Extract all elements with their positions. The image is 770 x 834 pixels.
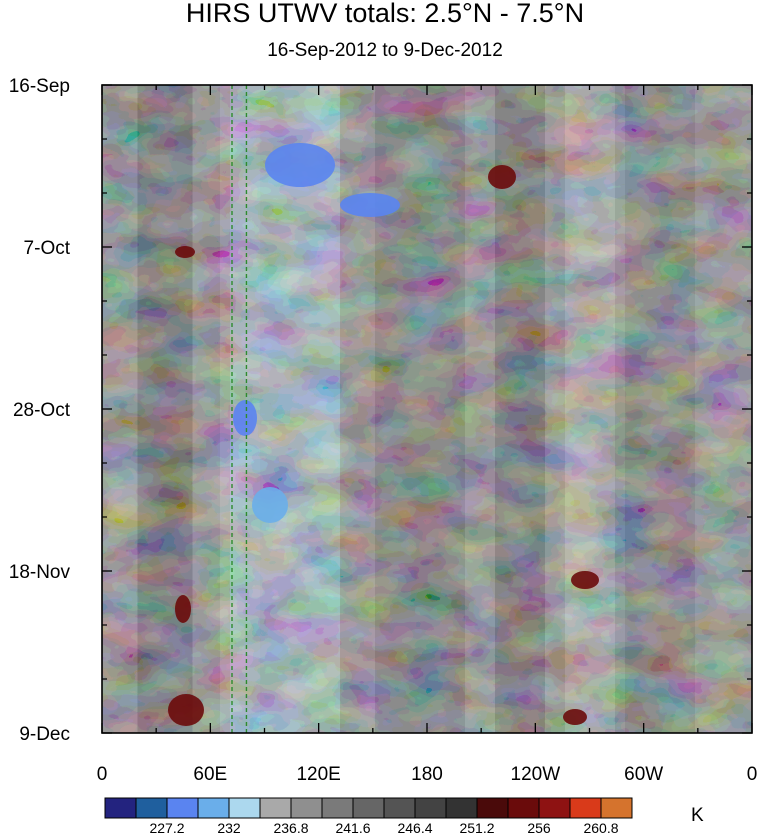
field-patch <box>488 165 516 189</box>
x-tick-label: 0 <box>747 764 758 785</box>
colorbar-label: 260.8 <box>583 820 618 834</box>
field-patch <box>175 595 191 623</box>
colorbar-label: 251.2 <box>459 820 494 834</box>
field-patch <box>252 487 288 523</box>
colorbar-swatch <box>135 797 168 819</box>
colorbar-label: 246.4 <box>397 820 432 834</box>
field-patch <box>571 571 599 589</box>
colorbar-swatch <box>259 797 292 819</box>
colorbar-swatch <box>104 797 137 819</box>
colorbar-swatch <box>445 797 478 819</box>
field-patch <box>233 400 257 436</box>
colorbar-swatch <box>414 797 447 819</box>
y-tick-label: 18-Nov <box>9 562 71 583</box>
heatmap-field <box>102 85 752 733</box>
field-patch <box>175 246 195 258</box>
y-tick-label: 16-Sep <box>9 76 70 97</box>
x-tick-label: 120E <box>296 764 340 785</box>
field-patch <box>563 709 587 725</box>
colorbar-label: 256 <box>527 820 551 834</box>
colorbar: 227.2 232 236.8 241.6 246.4 251.2 256 260.8 <box>104 797 633 834</box>
colorbar-label: 236.8 <box>273 820 308 834</box>
colorbar-swatch <box>600 797 633 819</box>
field-patch <box>168 694 204 726</box>
chart-title: HIRS UTWV totals: 2.5°N - 7.5°N <box>185 0 585 28</box>
colorbar-swatch <box>538 797 571 819</box>
colorbar-swatch <box>352 797 385 819</box>
x-tick-label: 0 <box>97 764 108 785</box>
colorbar-swatch <box>321 797 354 819</box>
colorbar-label: 227.2 <box>149 820 184 834</box>
reference-lines <box>231 85 248 733</box>
x-axis: 0 60E 120E 180 120W 60W 0 <box>97 85 758 785</box>
chart-subtitle: 16-Sep-2012 to 9-Dec-2012 <box>267 40 503 61</box>
y-tick-label: 28-Oct <box>13 400 71 421</box>
y-tick-label: 9-Dec <box>19 724 70 745</box>
field-patch <box>265 143 335 187</box>
colorbar-unit-label: K <box>691 805 704 826</box>
colorbar-swatch <box>476 797 509 819</box>
colorbar-swatch <box>507 797 540 819</box>
colorbar-swatch <box>290 797 323 819</box>
colorbar-swatch <box>383 797 416 819</box>
x-tick-label: 60E <box>193 764 227 785</box>
colorbar-swatch <box>569 797 602 819</box>
colorbar-swatch <box>197 797 230 819</box>
field-patch <box>340 193 400 217</box>
x-tick-label: 60W <box>624 764 663 785</box>
colorbar-swatch <box>166 797 199 819</box>
colorbar-label: 241.6 <box>335 820 370 834</box>
x-tick-label: 180 <box>411 764 443 785</box>
colorbar-swatch <box>228 797 261 819</box>
field-texture <box>102 85 752 733</box>
x-tick-label: 120W <box>511 764 561 785</box>
y-axis: 16-Sep 7-Oct 28-Oct 18-Nov 9-Dec <box>9 76 752 745</box>
y-tick-label: 7-Oct <box>24 238 71 259</box>
colorbar-label: 232 <box>217 820 241 834</box>
